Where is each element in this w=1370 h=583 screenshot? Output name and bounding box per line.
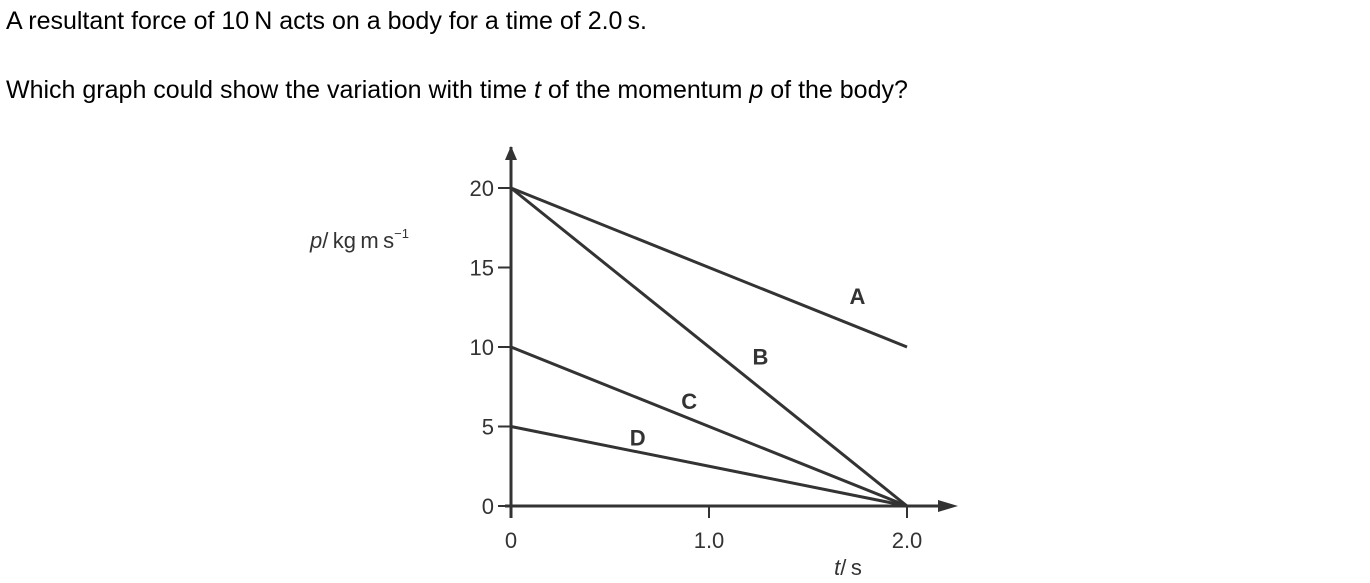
series-label-d: D <box>630 426 646 451</box>
x-tick-label-0: 0 <box>505 528 517 553</box>
question-text-part-1: Which graph could show the variation wit… <box>6 76 535 104</box>
x-axis-title: t/ s <box>834 555 862 580</box>
axes <box>498 146 958 518</box>
x-tick-label-2.0: 2.0 <box>892 528 923 553</box>
series-line-c <box>510 345 908 508</box>
series-line-a <box>510 186 908 349</box>
x-axis-arrowhead <box>938 500 958 512</box>
series-label-a: A <box>850 284 866 309</box>
question-text-part-3: of the body? <box>763 76 908 104</box>
series-label-c: C <box>681 389 697 414</box>
y-tick-label-5: 5 <box>482 415 494 440</box>
variable-t: t <box>534 76 541 104</box>
question-line-1: A resultant force of 10 N acts on a body… <box>6 7 647 35</box>
y-tick-label-20: 20 <box>470 176 494 201</box>
series-lines <box>510 186 908 508</box>
x-tick-label-1.0: 1.0 <box>694 528 725 553</box>
y-tick-label-0: 0 <box>482 494 494 519</box>
series-label-b: B <box>753 345 769 370</box>
y-tick-label-15: 15 <box>470 256 494 281</box>
y-axis-title: p/ kg m s−1 <box>309 226 409 253</box>
series-line-b <box>510 186 908 508</box>
question-line-2: Which graph could show the variation wit… <box>6 75 908 105</box>
y-tick-label-10: 10 <box>470 335 494 360</box>
chart-labels: 0 5 10 15 20 0 1.0 2.0 A B C Dp/ kg m s−1 t/ s <box>309 176 922 580</box>
variable-p: p <box>749 76 764 104</box>
question-text-part-2: of the momentum <box>540 76 750 104</box>
series-line-d <box>510 425 908 508</box>
